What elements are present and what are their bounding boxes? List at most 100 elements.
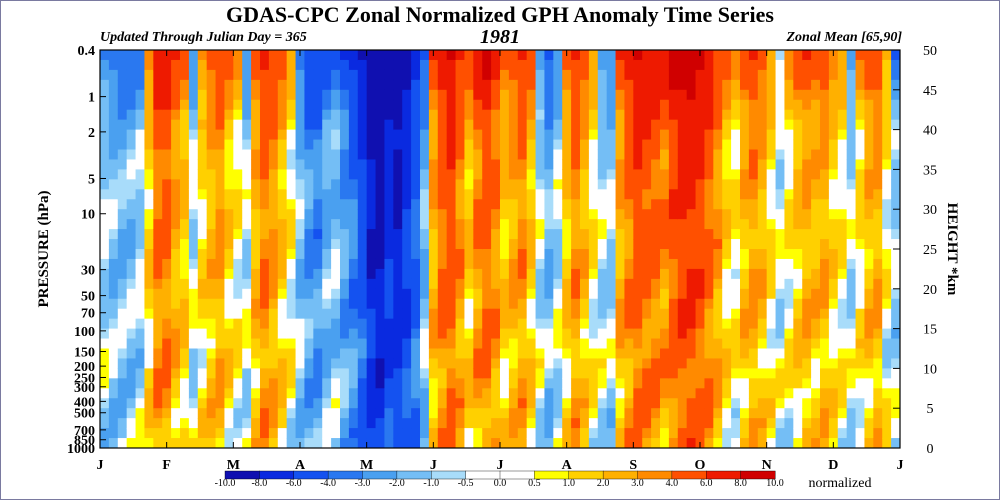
heat-cell xyxy=(828,239,839,250)
heat-cell xyxy=(188,109,199,121)
heat-cell xyxy=(251,89,261,101)
heat-cell xyxy=(544,159,554,170)
heat-cell xyxy=(544,59,554,71)
heat-cell xyxy=(366,119,377,131)
heat-cell xyxy=(153,59,163,71)
heat-cell xyxy=(233,229,243,240)
heat-cell xyxy=(837,318,848,330)
heat-cell xyxy=(668,338,679,350)
heat-cell xyxy=(446,69,457,81)
heat-cell xyxy=(713,328,723,340)
heat-cell xyxy=(108,139,119,151)
heat-cell xyxy=(286,278,297,290)
heat-cell xyxy=(437,249,448,260)
heat-cell xyxy=(606,139,617,151)
heat-cell xyxy=(597,268,608,280)
heat-cell xyxy=(517,398,528,409)
heat-cell xyxy=(588,418,599,429)
heat-cell xyxy=(375,149,386,161)
heat-cell xyxy=(428,268,439,280)
heat-cell xyxy=(153,398,163,409)
heat-cell xyxy=(820,288,830,300)
heat-cell xyxy=(535,59,546,71)
heat-cell xyxy=(304,139,314,151)
heat-cell xyxy=(322,328,332,340)
heat-cell xyxy=(686,388,697,399)
heat-cell xyxy=(864,288,874,300)
heat-cell xyxy=(588,50,599,61)
colorbar-tick-label: -6.0 xyxy=(286,478,302,489)
heat-cell xyxy=(580,159,590,170)
heat-cell xyxy=(260,139,270,151)
heat-cell xyxy=(864,368,874,379)
heat-cell xyxy=(233,249,243,260)
heat-cell xyxy=(606,308,617,320)
heat-cell xyxy=(837,438,848,448)
heat-cell xyxy=(695,368,706,379)
heat-cell xyxy=(331,229,341,240)
heat-cell xyxy=(508,368,519,379)
heat-cell xyxy=(126,258,137,270)
heat-cell xyxy=(482,438,492,448)
heat-cell xyxy=(891,199,900,210)
heat-cell xyxy=(393,159,403,170)
heat-cell xyxy=(624,418,634,429)
heat-cell xyxy=(722,388,732,399)
heat-cell xyxy=(766,219,777,230)
heat-cell xyxy=(677,219,688,230)
heat-cell xyxy=(517,368,528,379)
heat-cell xyxy=(846,398,857,409)
heat-cell xyxy=(660,229,670,240)
heat-cell xyxy=(144,258,154,270)
heat-cell xyxy=(722,199,732,210)
heat-cell xyxy=(873,219,883,230)
heat-cell xyxy=(100,378,110,389)
heat-cell xyxy=(313,89,323,101)
heat-cell xyxy=(322,189,332,200)
heat-cell xyxy=(677,109,688,121)
heat-cell xyxy=(855,318,866,330)
heat-cell xyxy=(544,119,554,131)
heat-cell xyxy=(873,149,883,161)
heat-cell xyxy=(188,438,199,448)
heat-cell xyxy=(286,358,297,369)
heat-cell xyxy=(491,438,501,448)
heat-cell xyxy=(268,169,279,180)
heat-cell xyxy=(651,408,661,419)
heat-cell xyxy=(722,298,732,310)
heat-cell xyxy=(100,50,110,61)
heat-cell xyxy=(100,209,110,220)
heat-cell xyxy=(366,398,377,409)
heat-cell xyxy=(517,288,528,300)
heat-cell xyxy=(126,199,137,210)
heat-cell xyxy=(597,298,608,310)
heat-cell xyxy=(144,308,154,320)
heat-cell xyxy=(891,408,900,419)
heat-cell xyxy=(562,189,572,200)
heat-cell xyxy=(820,378,830,389)
heat-cell xyxy=(873,69,883,81)
heat-cell xyxy=(197,79,208,91)
heat-cell xyxy=(197,149,208,161)
heat-cell xyxy=(437,298,448,310)
heat-cell xyxy=(180,338,190,350)
heat-cell xyxy=(642,278,652,290)
y-axis-label-pressure: PRESSURE (hPa) xyxy=(36,190,52,307)
heat-cell xyxy=(251,59,261,71)
heat-cell xyxy=(393,268,403,280)
heat-cell xyxy=(348,348,359,360)
heat-cell xyxy=(260,199,270,210)
heat-cell xyxy=(482,278,492,290)
heat-cell xyxy=(251,408,261,419)
heat-cell xyxy=(784,89,794,101)
heat-cell xyxy=(322,288,332,300)
heat-cell xyxy=(651,308,661,320)
heat-cell xyxy=(731,358,741,369)
heat-cell xyxy=(268,418,279,429)
heat-cell xyxy=(526,398,537,409)
heat-cell xyxy=(615,79,626,91)
heat-cell xyxy=(224,328,234,340)
heat-cell xyxy=(375,119,386,131)
heat-cell xyxy=(668,268,679,280)
heat-cell xyxy=(731,258,741,270)
